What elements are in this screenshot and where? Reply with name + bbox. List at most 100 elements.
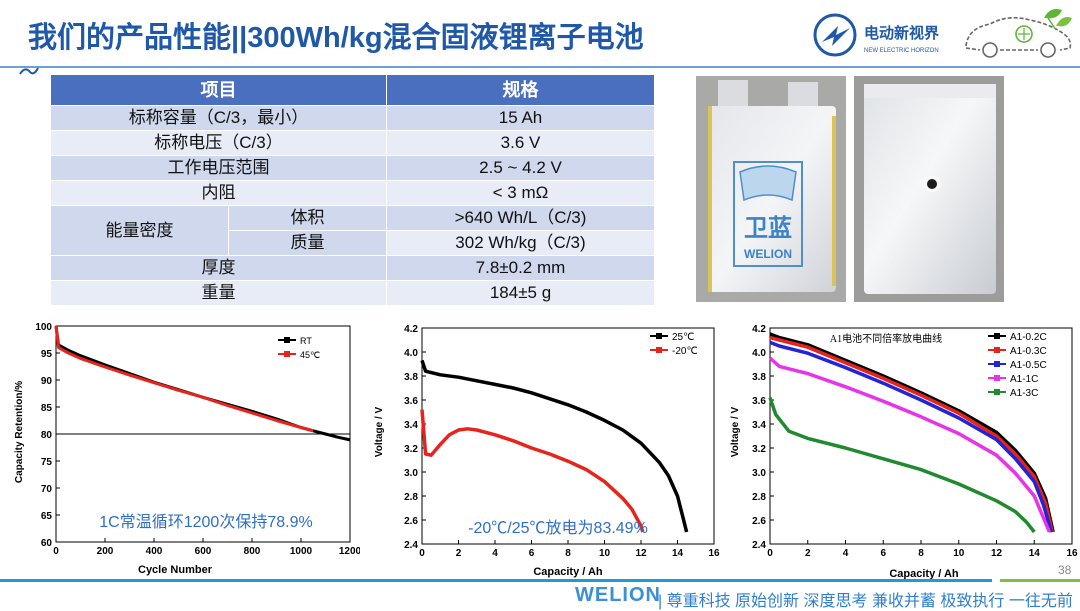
spec-item: 标称电压（C/3） xyxy=(50,130,387,156)
table-row: 标称容量（C/3，最小） 15 Ah xyxy=(50,105,655,131)
spec-value: 302 Wh/kg（C/3) xyxy=(386,230,655,256)
legend-label: A1-3C xyxy=(1010,388,1038,399)
y-tick-label: 75 xyxy=(41,457,53,468)
battery-photo-nail-test xyxy=(854,76,1004,302)
y-tick-label: 3.6 xyxy=(404,396,418,407)
brand-sub: NEW ELECTRIC HORIZON xyxy=(864,48,939,54)
y-tick-label: 2.4 xyxy=(752,540,766,551)
x-tick-label: 12 xyxy=(991,548,1003,559)
x-tick-label: 4 xyxy=(843,548,849,559)
title-rule xyxy=(0,66,1080,68)
y-axis-label: Voltage / V xyxy=(730,406,741,457)
table-row: 标称电压（C/3） 3.6 V xyxy=(50,130,655,156)
x-tick-label: 8 xyxy=(918,548,924,559)
spec-item: 工作电压范围 xyxy=(50,155,387,181)
legend-label: RT xyxy=(300,336,312,346)
series-line xyxy=(769,335,1054,533)
footer-divider xyxy=(0,579,992,582)
y-tick-label: 3.4 xyxy=(404,420,418,431)
footer-slogan: | 尊重科技 原始创新 深度思考 兼收并蓄 极致执行 一往无前 xyxy=(658,593,1073,610)
y-tick-label: 3.2 xyxy=(404,444,418,455)
spec-value: 184±5 g xyxy=(386,280,655,306)
y-tick-label: 3.0 xyxy=(752,468,766,479)
brand-logo: 电动新视界 NEW ELECTRIC HORIZON xyxy=(813,13,939,57)
legend-label: 45℃ xyxy=(300,350,320,360)
chart-annotation: -20℃/25℃放电为83.49% xyxy=(468,519,648,537)
x-tick-label: 0 xyxy=(767,548,773,559)
x-tick-label: 4 xyxy=(492,548,498,559)
series-line xyxy=(420,359,689,533)
y-tick-label: 3.6 xyxy=(752,396,766,407)
spec-header-value: 规格 xyxy=(386,74,655,106)
x-tick-label: 8 xyxy=(565,548,571,559)
y-tick-label: 85 xyxy=(41,403,53,414)
y-tick-label: 2.4 xyxy=(404,540,418,551)
spec-item: 内阻 xyxy=(50,180,387,206)
legend-label: A1-0.2C xyxy=(1010,332,1047,343)
series-line xyxy=(420,409,645,533)
x-tick-label: 0 xyxy=(53,546,59,557)
x-tick-label: 14 xyxy=(672,548,684,559)
x-tick-label: 14 xyxy=(1029,548,1041,559)
chart-legend: 25℃ -20℃ xyxy=(650,332,698,357)
series-line xyxy=(54,325,314,433)
chart-legend: RT 45℃ xyxy=(278,336,320,360)
footer-logo: WELION xyxy=(575,584,661,606)
chart-annotation: 1C常温循环1200次保持78.9% xyxy=(99,513,312,531)
cell-logo-sub: WELION xyxy=(744,247,792,261)
legend-marker xyxy=(284,337,290,343)
cycle-life-chart: 0 200 400 600 800 1000 1200 60 65 70 75 80 85 90 95 100… xyxy=(14,322,360,576)
x-axis-label: Capacity / Ah xyxy=(533,566,603,578)
lightning-icon xyxy=(822,26,850,46)
spec-value: < 3 mΩ xyxy=(386,180,655,206)
y-tick-label: 70 xyxy=(41,484,53,495)
chart-ticks: 0 2 4 6 8 10 12 14 16 2.4 2.6 2.8 3.0 3.2 3.4 3.6 3.8 4.0… xyxy=(404,324,720,559)
y-tick-label: 95 xyxy=(41,349,53,360)
table-row: 能量密度 体积 >640 Wh/L（C/3) xyxy=(50,205,655,256)
rate-discharge-chart: 0 2 4 6 8 10 12 14 16 2.4 2.6 2.8 3.0 3.2 3.4 3.6 3.8 4.0… xyxy=(730,324,1078,580)
x-tick-label: 16 xyxy=(1066,548,1078,559)
y-tick-label: 3.8 xyxy=(404,372,418,383)
y-tick-label: 80 xyxy=(41,430,53,441)
y-tick-label: 2.8 xyxy=(404,492,418,503)
chart-series xyxy=(54,325,351,442)
table-row: 重量 184±5 g xyxy=(50,280,655,306)
x-tick-label: 2 xyxy=(456,548,462,559)
chart-series xyxy=(768,332,1055,534)
table-row: 质量 302 Wh/kg（C/3) xyxy=(51,230,655,256)
x-tick-label: 10 xyxy=(953,548,965,559)
table-row: 内阻 < 3 mΩ xyxy=(50,180,655,206)
y-tick-label: 3.4 xyxy=(752,420,766,431)
y-tick-label: 3.8 xyxy=(752,372,766,383)
table-row: 厚度 7.8±0.2 mm xyxy=(50,255,655,281)
y-axis-label: Capacity Retention/% xyxy=(14,381,25,483)
y-tick-label: 90 xyxy=(41,376,53,387)
legend-marker xyxy=(656,333,662,339)
spec-header-item: 项目 xyxy=(50,74,387,106)
x-tick-label: 0 xyxy=(419,548,425,559)
x-tick-label: 400 xyxy=(146,546,163,557)
legend-marker xyxy=(994,389,1000,395)
plot-frame xyxy=(421,327,715,545)
x-tick-label: 2 xyxy=(805,548,811,559)
chart-plot-area xyxy=(421,327,715,545)
x-tick-label: 200 xyxy=(97,546,114,557)
spec-value: 3.6 V xyxy=(386,130,655,156)
chart-legend: A1-0.2C A1-0.3C A1-0.5C A1-1C A1-3C xyxy=(988,332,1047,399)
x-tick-label: 12 xyxy=(635,548,647,559)
y-tick-label: 60 xyxy=(41,538,53,549)
x-axis-label: Capacity / Ah xyxy=(889,568,959,580)
y-tick-label: 4.0 xyxy=(404,348,418,359)
y-tick-label: 4.0 xyxy=(752,348,766,359)
spec-item: 标称容量（C/3，最小） xyxy=(50,105,387,131)
battery-photo-front: 卫蓝 WELION xyxy=(696,76,846,302)
eco-car-icon xyxy=(965,9,1072,58)
legend-marker xyxy=(656,347,662,353)
legend-marker xyxy=(994,375,1000,381)
spec-value: 15 Ah xyxy=(386,105,655,131)
y-tick-label: 2.6 xyxy=(752,516,766,527)
temperature-discharge-chart: 0 2 4 6 8 10 12 14 16 2.4 2.6 2.8 3.0 3.2 3.4 3.6 3.8 4.0… xyxy=(374,324,720,578)
table-row: 工作电压范围 2.5 ~ 4.2 V xyxy=(50,155,655,181)
page-title: 我们的产品性能||300Wh/kg混合固液锂离子电池 xyxy=(28,22,644,54)
spec-header-row: 项目 规格 xyxy=(50,74,655,106)
